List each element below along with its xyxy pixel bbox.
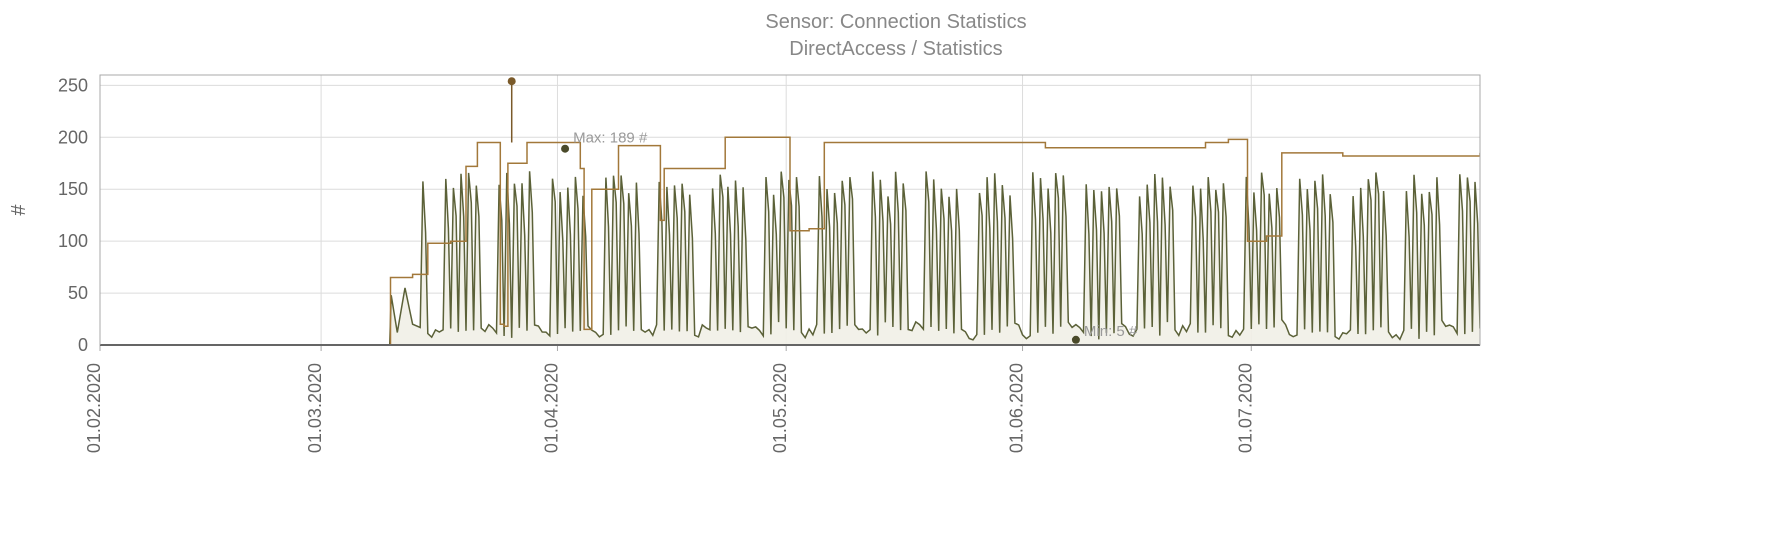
y-tick-label: 50 xyxy=(68,283,88,303)
chart-title-1: Sensor: Connection Statistics xyxy=(765,11,1026,33)
y-tick-label: 250 xyxy=(58,75,88,95)
min-label: Min: 5 # xyxy=(1084,323,1138,340)
y-tick-label: 150 xyxy=(58,179,88,199)
x-tick-label: 01.07.2020 xyxy=(1235,363,1255,453)
chart-svg: Sensor: Connection Statistics DirectAcces… xyxy=(0,0,1792,538)
min-dot xyxy=(1072,336,1080,344)
y-axis-title: # xyxy=(8,204,30,216)
x-tick-label: 01.02.2020 xyxy=(84,363,104,453)
x-tick-label: 01.06.2020 xyxy=(1007,363,1027,453)
y-tick-label: 100 xyxy=(58,231,88,251)
x-tick-label: 01.05.2020 xyxy=(770,363,790,453)
x-tick-label: 01.03.2020 xyxy=(305,363,325,453)
x-tick-label: 01.04.2020 xyxy=(541,363,561,453)
y-tick-label: 200 xyxy=(58,127,88,147)
max-dot xyxy=(561,145,569,153)
chart-container: Sensor: Connection Statistics DirectAcces… xyxy=(0,0,1792,538)
max-label: Max: 189 # xyxy=(573,130,648,147)
chart-title-2: DirectAccess / Statistics xyxy=(789,38,1002,60)
y-tick-label: 0 xyxy=(78,335,88,355)
